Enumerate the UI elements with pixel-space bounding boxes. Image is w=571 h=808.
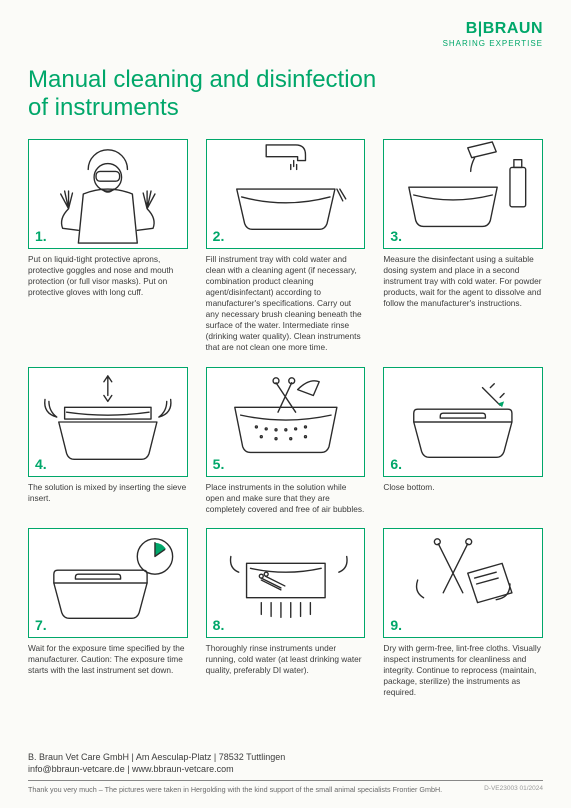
steps-grid: 1. Put on liquid-tight protective aprons…: [28, 139, 543, 698]
step-7: 7. Wait for the exposure time specified …: [28, 528, 188, 698]
footer-contact: info@bbraun-vetcare.de | www.bbraun-vetc…: [28, 764, 543, 774]
step-number: 7.: [35, 617, 47, 633]
footer-divider: [28, 780, 543, 781]
footer: B. Braun Vet Care GmbH | Am Aesculap-Pla…: [28, 752, 543, 794]
step-desc: Place instruments in the solution while …: [206, 482, 366, 515]
step-2: 2. Fill instrument tray with cold water …: [206, 139, 366, 352]
step-desc: Measure the disinfectant using a suitabl…: [383, 254, 543, 309]
footer-docnum: D-VE23003 01/2024: [484, 785, 543, 794]
brand-tagline: SHARING EXPERTISE: [443, 39, 543, 48]
step-number: 8.: [213, 617, 225, 633]
step-9: 9. Dry with germ-free, lint-free cloths.…: [383, 528, 543, 698]
step-number: 6.: [390, 456, 402, 472]
step-1-illustration: 1.: [28, 139, 188, 249]
title-line1: Manual cleaning and disinfection: [28, 66, 376, 93]
step-desc: Close bottom.: [383, 482, 543, 493]
step-number: 4.: [35, 456, 47, 472]
step-5: 5. Place instruments in the solution whi…: [206, 367, 366, 515]
step-desc: Dry with germ-free, lint-free cloths. Vi…: [383, 643, 543, 698]
step-2-illustration: 2.: [206, 139, 366, 249]
step-8-illustration: 8.: [206, 528, 366, 638]
step-desc: Wait for the exposure time specified by …: [28, 643, 188, 676]
brand-block: B|BRAUN SHARING EXPERTISE: [443, 20, 543, 48]
title-line2: of instruments: [28, 94, 179, 121]
step-3: 3. Measure the disinfectant using a suit…: [383, 139, 543, 352]
step-desc: Fill instrument tray with cold water and…: [206, 254, 366, 352]
brand-logo: B|BRAUN: [443, 20, 543, 38]
step-4-illustration: 4.: [28, 367, 188, 477]
step-desc: Put on liquid-tight protective aprons, p…: [28, 254, 188, 298]
step-7-illustration: 7.: [28, 528, 188, 638]
step-number: 9.: [390, 617, 402, 633]
footer-thanks: Thank you very much – The pictures were …: [28, 785, 442, 794]
step-desc: Thoroughly rinse instruments under runni…: [206, 643, 366, 676]
step-8: 8. Thoroughly rinse instruments under ru…: [206, 528, 366, 698]
step-number: 5.: [213, 456, 225, 472]
step-number: 1.: [35, 228, 47, 244]
footer-company: B. Braun Vet Care GmbH | Am Aesculap-Pla…: [28, 752, 543, 762]
step-number: 3.: [390, 228, 402, 244]
step-1: 1. Put on liquid-tight protective aprons…: [28, 139, 188, 352]
step-6: 6. Close bottom.: [383, 367, 543, 515]
step-desc: The solution is mixed by inserting the s…: [28, 482, 188, 504]
step-4: 4. The solution is mixed by inserting th…: [28, 367, 188, 515]
step-3-illustration: 3.: [383, 139, 543, 249]
step-number: 2.: [213, 228, 225, 244]
step-9-illustration: 9.: [383, 528, 543, 638]
page-title: Manual cleaning and disinfection of inst…: [28, 66, 543, 121]
step-5-illustration: 5.: [206, 367, 366, 477]
step-6-illustration: 6.: [383, 367, 543, 477]
